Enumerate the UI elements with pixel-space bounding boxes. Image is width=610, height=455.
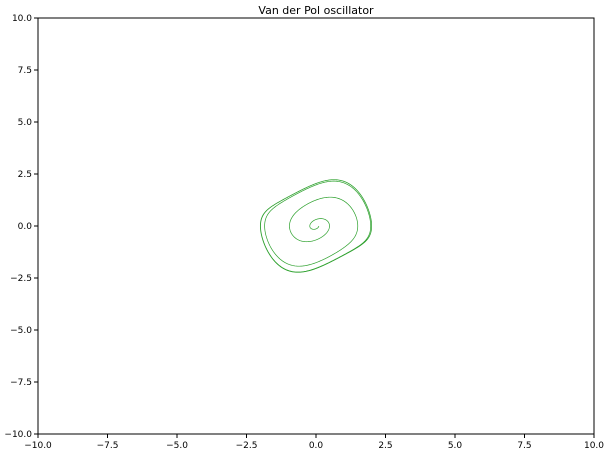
x-tick-label: 0.0 [309, 441, 324, 451]
x-tick-label: −5.0 [166, 441, 188, 451]
y-tick-label: 2.5 [18, 170, 32, 180]
y-tick-label: −7.5 [10, 378, 32, 388]
x-tick-label: 2.5 [378, 441, 392, 451]
axes: −10.0 −7.5 −5.0 −2.5 0.0 2.5 5.0 7.5 10.0 −10.0 −7… [4, 14, 604, 451]
y-tick-label: −5.0 [10, 326, 32, 336]
y-tick-label: 0.0 [18, 222, 33, 232]
x-tick-label: 7.5 [517, 441, 531, 451]
x-tick-label: −2.5 [236, 441, 258, 451]
y-tick-label: 5.0 [18, 118, 33, 128]
y-tick-label: −2.5 [10, 274, 32, 284]
x-tick-label: 10.0 [584, 441, 604, 451]
x-tick-label: 5.0 [448, 441, 463, 451]
y-tick-label: 10.0 [12, 14, 32, 24]
y-tick-label: −10.0 [4, 430, 32, 440]
trajectory-line [259, 179, 373, 273]
x-tick-label: −10.0 [24, 441, 52, 451]
chart-title: Van der Pol oscillator [258, 4, 374, 17]
y-tick-label: 7.5 [18, 66, 32, 76]
plot-area [259, 179, 373, 273]
x-tick-label: −7.5 [97, 441, 119, 451]
